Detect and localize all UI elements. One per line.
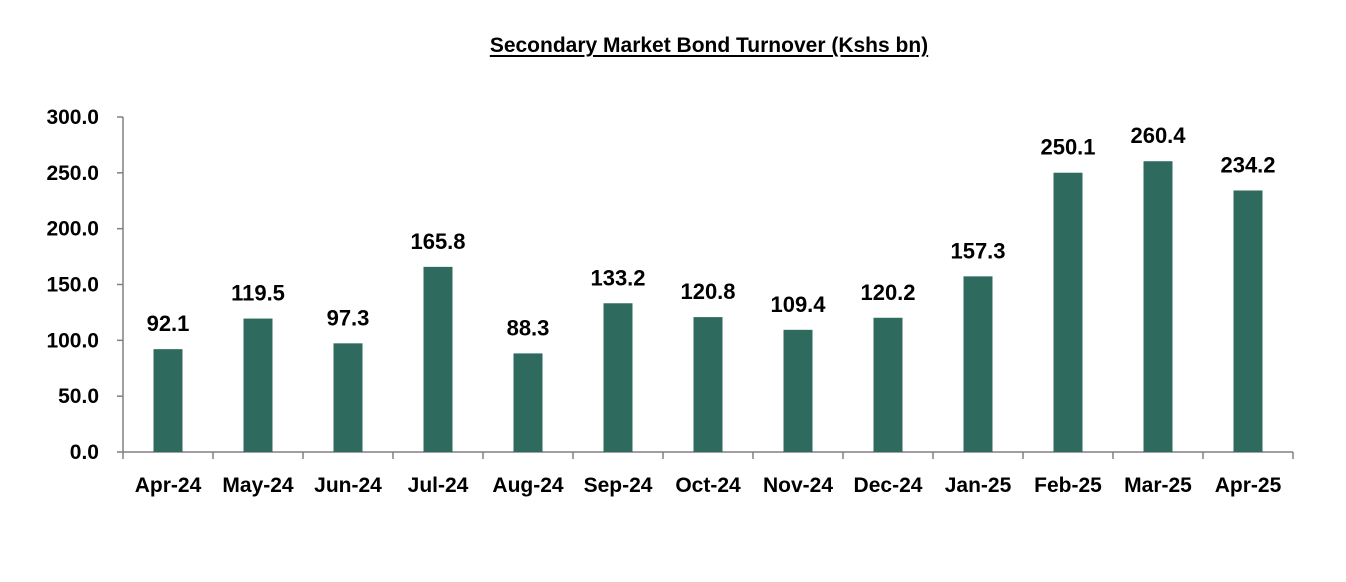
x-tick-label: Jul-24: [408, 474, 469, 497]
bar: [333, 343, 363, 452]
x-tick-label: Jun-24: [314, 474, 382, 497]
data-label: 165.8: [410, 229, 465, 254]
data-label: 120.2: [860, 280, 915, 305]
y-tick-label: 200.0: [46, 218, 99, 241]
bar: [963, 276, 993, 452]
y-tick-label: 50.0: [58, 385, 99, 408]
data-label: 109.4: [770, 292, 826, 317]
data-label: 157.3: [950, 238, 1005, 263]
y-tick-label: 100.0: [46, 329, 99, 352]
x-tick-label: Dec-24: [854, 474, 923, 497]
data-label: 260.4: [1130, 123, 1186, 148]
data-label: 120.8: [680, 279, 735, 304]
bar: [153, 349, 183, 452]
x-tick-label: Jan-25: [945, 474, 1012, 497]
data-label: 250.1: [1040, 135, 1095, 160]
x-tick-label: Feb-25: [1034, 474, 1102, 497]
bar: [423, 266, 453, 452]
data-label: 119.5: [231, 281, 285, 306]
data-label: 92.1: [147, 311, 190, 336]
bar: [873, 317, 903, 452]
data-label: 97.3: [327, 305, 370, 330]
bar: [1053, 172, 1083, 452]
y-tick-label: 300.0: [46, 106, 99, 129]
x-tick-label: Sep-24: [584, 474, 653, 497]
bar: [513, 353, 543, 452]
y-axis: 0.0 50.0 100.0 150.0 200.0 250.0 300.0: [46, 106, 124, 464]
x-tick-label: Aug-24: [492, 474, 563, 497]
data-labels: 92.1 119.5 97.3 165.8 88.3 133.2 120.8 109.4 120…: [147, 123, 1276, 340]
y-tick-label: 0.0: [70, 441, 99, 464]
bar: [1233, 190, 1263, 452]
x-tick-label: Oct-24: [675, 474, 741, 497]
bar: [603, 303, 633, 452]
bar: [783, 329, 813, 452]
x-tick-label: Mar-25: [1124, 474, 1192, 497]
x-tick-label: Apr-24: [135, 474, 202, 497]
x-tick-label: May-24: [222, 474, 294, 497]
chart-title: Secondary Market Bond Turnover (Kshs bn): [489, 34, 929, 57]
bars: [153, 161, 1263, 452]
y-tick-label: 150.0: [46, 274, 99, 297]
x-tick-label: Nov-24: [763, 474, 833, 497]
data-label: 88.3: [507, 315, 550, 340]
x-axis: Apr-24 May-24 Jun-24 Jul-24 Aug-24 Sep-24 Oct-…: [122, 451, 1294, 497]
y-tick-label: 250.0: [46, 162, 99, 185]
bar: [693, 317, 723, 452]
x-tick-label: Apr-25: [1215, 474, 1282, 497]
bar: [1143, 161, 1173, 452]
bar: [243, 318, 273, 452]
data-label: 234.2: [1220, 152, 1275, 177]
data-label: 133.2: [590, 265, 645, 290]
